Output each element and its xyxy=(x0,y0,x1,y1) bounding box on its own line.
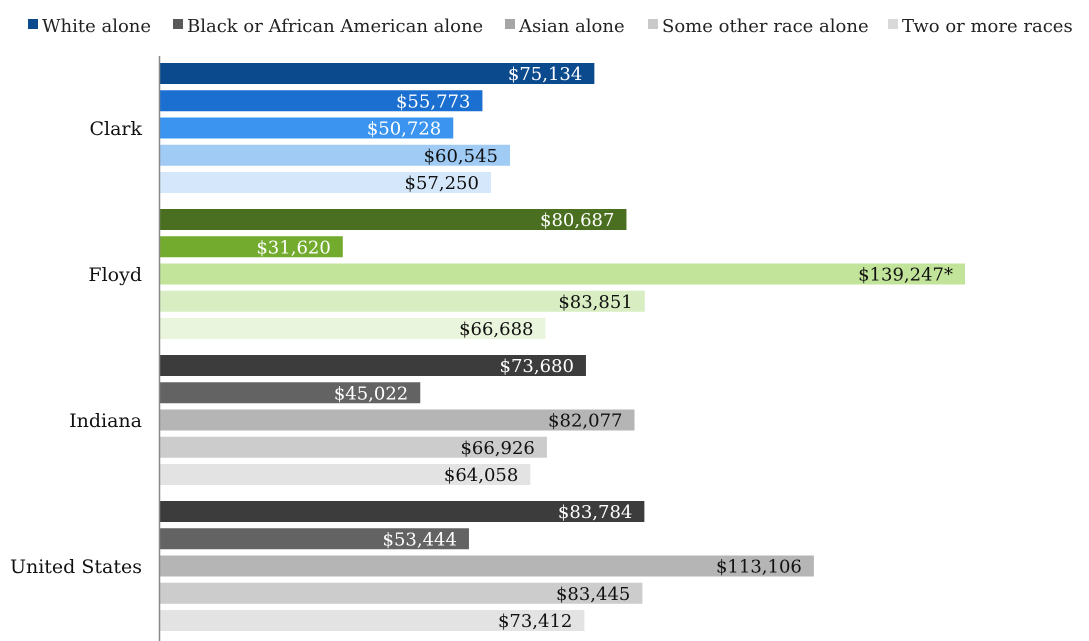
category-labels: Clark Floyd Indiana United States xyxy=(10,118,143,578)
data-label-indiana-two-or-more-races: $64,058 xyxy=(444,465,518,486)
legend-label: Asian alone xyxy=(518,16,625,37)
bar-indiana-white-alone xyxy=(160,355,586,376)
data-label-clark-some-other-race-alone: $60,545 xyxy=(424,146,498,167)
data-label-floyd-black-or-african-american-alone: $31,620 xyxy=(256,237,330,258)
legend-label: Two or more races xyxy=(902,16,1073,37)
legend: White alone Black or African American alo… xyxy=(28,16,1073,37)
bar-united-states-asian-alone xyxy=(160,555,814,577)
bar-floyd-asian-alone xyxy=(160,263,965,285)
category-label-united-states: United States xyxy=(10,556,142,578)
bar-united-states-black-or-african-american-alone xyxy=(160,528,469,550)
data-label-floyd-some-other-race-alone: $83,851 xyxy=(558,292,632,313)
legend-label: Black or African American alone xyxy=(187,16,483,37)
data-label-clark-asian-alone: $50,728 xyxy=(367,119,441,140)
data-label-clark-white-alone: $75,134 xyxy=(508,64,582,85)
bar-indiana-asian-alone xyxy=(160,409,635,431)
category-label-floyd: Floyd xyxy=(88,264,142,286)
bar-indiana-two-or-more-races xyxy=(160,464,531,485)
data-label-united-states-some-other-race-alone: $83,445 xyxy=(556,584,630,605)
bar-floyd-some-other-race-alone xyxy=(160,290,645,312)
legend-label: White alone xyxy=(42,16,151,37)
bar-indiana-some-other-race-alone xyxy=(160,436,547,458)
bar-united-states-white-alone xyxy=(160,501,645,522)
data-label-floyd-two-or-more-races: $66,688 xyxy=(459,319,533,340)
legend-item-two-or-more-races: Two or more races xyxy=(888,16,1073,37)
data-label-indiana-asian-alone: $82,077 xyxy=(548,411,622,432)
data-label-floyd-white-alone: $80,687 xyxy=(540,210,614,231)
legend-swatch xyxy=(173,19,183,29)
legend-swatch xyxy=(28,19,38,29)
bar-floyd-white-alone xyxy=(160,209,627,230)
bar-group-united-states: $83,784 $53,444 $113,106 $83,445 $73,412 xyxy=(160,501,814,632)
legend-item-asian-alone: Asian alone xyxy=(505,16,625,37)
legend-item-white-alone: White alone xyxy=(28,16,151,37)
bar-group-floyd: $80,687 $31,620 $139,247* $83,851 $66,688 xyxy=(160,209,965,340)
legend-swatch xyxy=(648,19,658,29)
legend-item-black-or-african-american-alone: Black or African American alone xyxy=(173,16,483,37)
data-label-united-states-two-or-more-races: $73,412 xyxy=(498,611,572,632)
legend-item-some-other-race-alone: Some other race alone xyxy=(648,16,869,37)
bar-floyd-black-or-african-american-alone xyxy=(160,236,343,258)
data-label-clark-black-or-african-american-alone: $55,773 xyxy=(396,91,470,112)
category-label-indiana: Indiana xyxy=(69,410,142,432)
data-label-indiana-some-other-race-alone: $66,926 xyxy=(460,438,534,459)
bar-group-indiana: $73,680 $45,022 $82,077 $66,926 $64,058 xyxy=(160,355,635,486)
bar-clark-white-alone xyxy=(160,63,595,84)
legend-label: Some other race alone xyxy=(662,16,869,37)
bar-indiana-black-or-african-american-alone xyxy=(160,382,421,404)
bar-area: $75,134 $55,773 $50,728 $60,545 $57,250 $80,6… xyxy=(160,63,965,632)
bar-clark-some-other-race-alone xyxy=(160,144,511,166)
legend-swatch xyxy=(888,19,898,29)
bar-united-states-two-or-more-races xyxy=(160,610,585,631)
bar-group-clark: $75,134 $55,773 $50,728 $60,545 $57,250 xyxy=(160,63,595,194)
bar-united-states-some-other-race-alone xyxy=(160,582,643,604)
bar-clark-two-or-more-races xyxy=(160,172,491,193)
data-label-clark-two-or-more-races: $57,250 xyxy=(405,173,479,194)
data-label-indiana-white-alone: $73,680 xyxy=(500,356,574,377)
legend-swatch xyxy=(505,19,515,29)
data-label-united-states-asian-alone: $113,106 xyxy=(716,557,802,578)
bar-floyd-two-or-more-races xyxy=(160,318,546,339)
data-label-floyd-asian-alone: $139,247* xyxy=(858,265,953,286)
bar-clark-black-or-african-american-alone xyxy=(160,90,483,112)
data-label-united-states-white-alone: $83,784 xyxy=(558,502,632,523)
bar-clark-asian-alone xyxy=(160,117,454,139)
data-label-united-states-black-or-african-american-alone: $53,444 xyxy=(383,529,457,550)
category-label-clark: Clark xyxy=(89,118,142,140)
data-label-indiana-black-or-african-american-alone: $45,022 xyxy=(334,383,408,404)
